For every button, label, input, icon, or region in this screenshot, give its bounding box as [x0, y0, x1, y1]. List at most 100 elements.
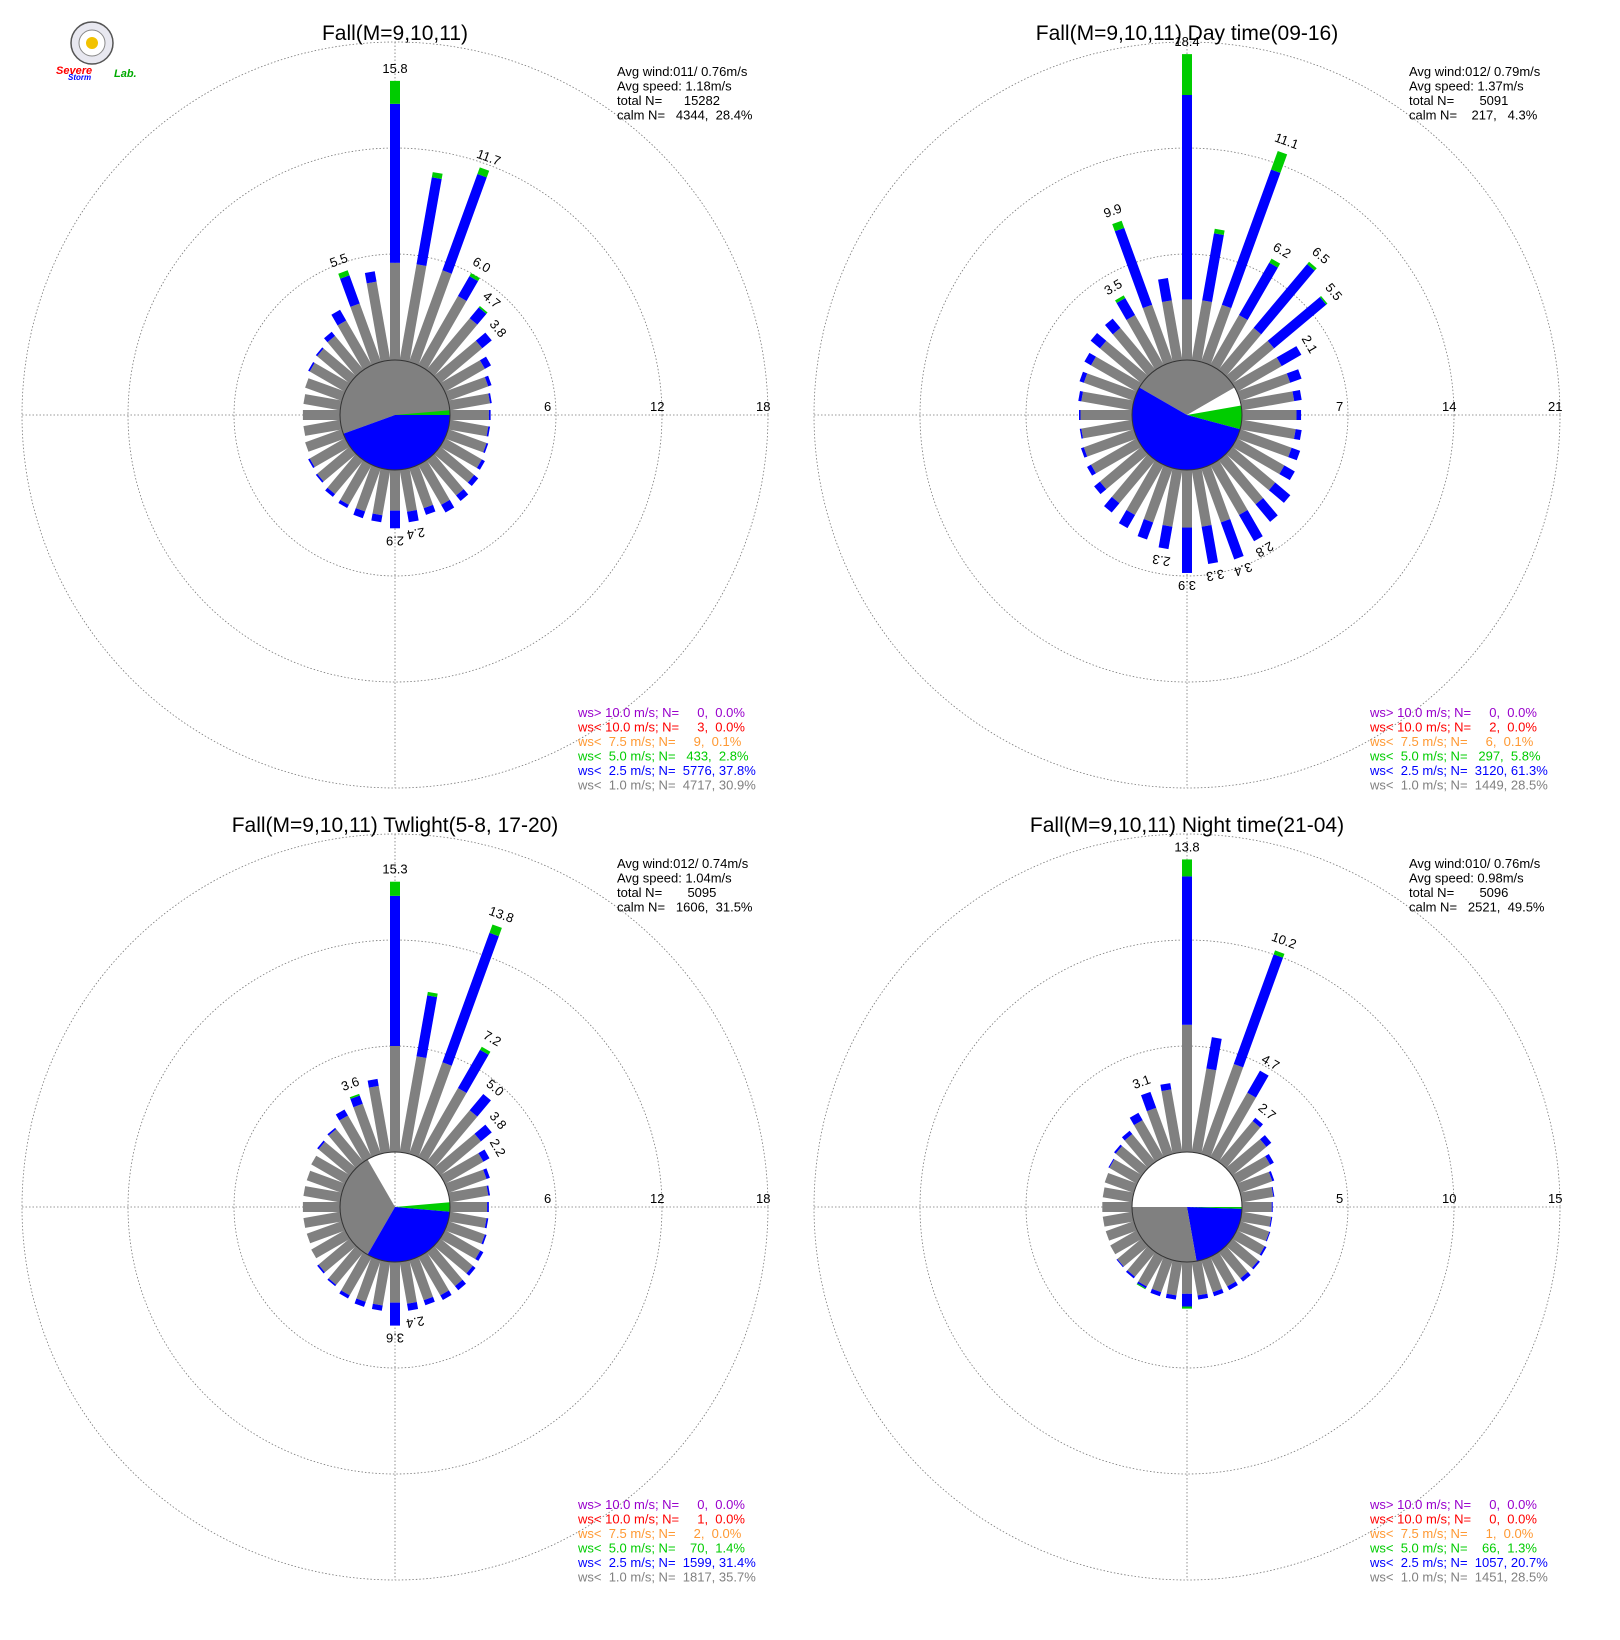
calm-pie-outline [1131, 359, 1243, 471]
petal-segment-blue [1080, 447, 1088, 458]
range-ring [233, 1045, 557, 1369]
petal-segment-gray [339, 1115, 372, 1162]
petal-segment-gray [1236, 1221, 1270, 1242]
wind-petal [450, 410, 491, 420]
petal-segment-blue [440, 1290, 452, 1300]
petal-segment-gray [1117, 1238, 1149, 1267]
petal-segment-blue [416, 995, 438, 1059]
petal-segment-gray [1099, 340, 1149, 384]
wind-petal [339, 1252, 372, 1299]
petal-segment-blue [364, 271, 377, 284]
petal-segment-blue [474, 1124, 492, 1142]
wind-petal [426, 453, 469, 501]
wind-petal [1201, 1256, 1224, 1297]
ring-label: 14 [1442, 399, 1456, 414]
petal-segment-gray [1191, 1260, 1208, 1296]
wind-petal [371, 468, 391, 523]
wind-petal [390, 881, 400, 1152]
petal-segment-gray [1236, 1171, 1273, 1193]
petal-segment-gray [1225, 1139, 1267, 1176]
petal-segment-gray [306, 1221, 346, 1244]
bar-value-label: 5.5 [328, 250, 350, 270]
wind-petal [418, 1046, 491, 1162]
petal-segment-gray [1162, 300, 1183, 362]
petal-segment-blue [456, 489, 469, 501]
wind-petal [1182, 859, 1192, 1152]
petal-segment-blue [475, 1250, 484, 1261]
calm-pie-outline [339, 359, 451, 471]
petal-segment-gray [327, 453, 364, 495]
petal-segment-blue [367, 1078, 379, 1088]
petal-segment-blue [1087, 464, 1096, 476]
petal-segment-gray [1166, 1260, 1183, 1296]
petal-segment-gray [1102, 1187, 1134, 1203]
petal-segment-gray [433, 340, 483, 384]
legend-entry: ws< 7.5 m/s; N= 1, 0.0% [1369, 1526, 1534, 1541]
wind-petal [1105, 1221, 1138, 1241]
wind-petal [399, 991, 438, 1154]
wind-petal [1114, 1144, 1149, 1176]
wind-petal [1182, 54, 1192, 360]
petal-segment-blue [1251, 1260, 1260, 1270]
legend-entry: ws< 10.0 m/s; N= 2, 0.0% [1369, 720, 1537, 735]
petal-segment-gray [1142, 304, 1173, 366]
logo-word-storm: Storm [68, 73, 91, 82]
wind-petal [409, 1256, 435, 1306]
petal-segment-gray [341, 1252, 372, 1296]
petal-segment-gray [1124, 1134, 1156, 1169]
wind-petal [354, 1256, 381, 1307]
range-ring [813, 41, 1561, 789]
bar-value-label: 3.4 [1232, 559, 1254, 579]
range-ring [21, 41, 769, 789]
bar-value-label: 10.2 [1270, 929, 1299, 952]
petal-segment-gray [1143, 464, 1173, 523]
wind-stat: Avg wind:011/ 0.76m/s [617, 64, 748, 79]
legend-entry: ws< 5.0 m/s; N= 433, 2.8% [577, 749, 749, 764]
ring-label: 15 [1548, 1191, 1562, 1206]
bar-value-label: 6.0 [470, 254, 493, 276]
wind-petal [1210, 460, 1263, 542]
petal-segment-green [480, 1046, 491, 1055]
bar-value-label: 4.7 [480, 288, 503, 311]
legend-entry: ws< 1.0 m/s; N= 4717, 30.9% [577, 778, 756, 793]
ring-label: 21 [1548, 399, 1562, 414]
legend-entry: ws< 10.0 m/s; N= 3, 0.0% [577, 720, 745, 735]
wind-petal [399, 468, 419, 523]
petal-segment-gray [1210, 460, 1248, 515]
petal-segment-gray [1083, 373, 1138, 401]
wind-petal [426, 1093, 491, 1169]
wind-petal [367, 1078, 391, 1154]
calm-pie-outline [339, 1151, 451, 1263]
wind-petal [317, 1140, 357, 1176]
wind-stat: calm N= 1606, 31.5% [617, 900, 753, 915]
petal-segment-blue [1268, 1171, 1275, 1182]
petal-segment-gray [418, 460, 450, 505]
petal-segment-blue [1293, 429, 1302, 440]
petal-segment-blue [1108, 1158, 1115, 1168]
petal-segment-gray [1218, 1245, 1248, 1279]
wind-petal [1182, 1262, 1192, 1309]
bar-value-label: 7.2 [481, 1027, 504, 1049]
wind-petal [1104, 318, 1156, 377]
bar-value-label: 9.9 [1102, 201, 1124, 221]
petal-segment-gray [1240, 391, 1295, 411]
petal-segment-blue [338, 499, 349, 508]
legend-entry: ws< 5.0 m/s; N= 70, 1.4% [577, 1541, 745, 1556]
petal-segment-blue [1271, 1186, 1275, 1197]
petal-segment-blue [390, 510, 400, 529]
wind-petal [1201, 950, 1285, 1158]
legend-entry: ws< 10.0 m/s; N= 1, 0.0% [577, 1512, 745, 1527]
calm-pie-sector [367, 1207, 450, 1262]
wind-petal [1236, 429, 1301, 461]
petal-segment-blue [1079, 428, 1084, 439]
legend-entry: ws< 2.5 m/s; N= 3120, 61.3% [1369, 763, 1548, 778]
petal-segment-blue [1078, 391, 1084, 402]
petal-segment-gray [433, 1133, 481, 1176]
wind-petal [325, 453, 364, 497]
petal-segment-blue [1114, 227, 1153, 309]
petal-segment-gray [440, 438, 482, 469]
petal-segment-gray [337, 320, 372, 370]
petal-segment-gray [448, 1185, 489, 1203]
wind-petal [1115, 295, 1164, 370]
petal-segment-gray [1151, 1256, 1173, 1293]
